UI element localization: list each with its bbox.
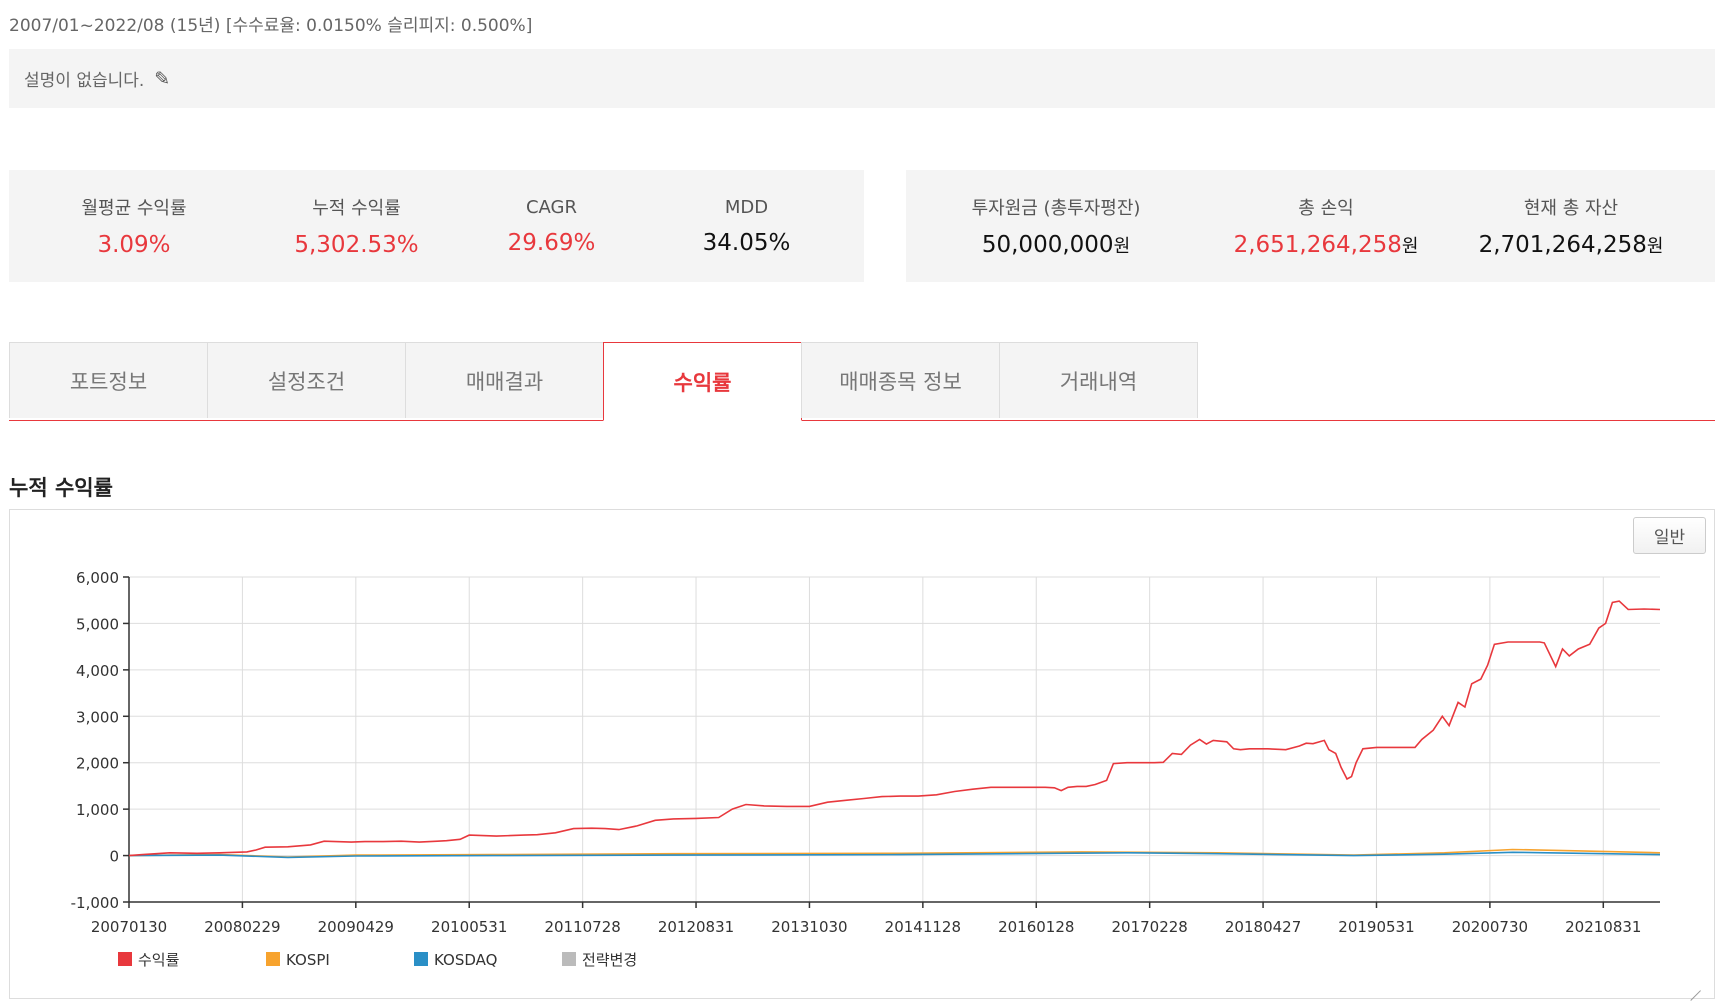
stat-asset-2: 현재 총 자산 2,701,264,258원 bbox=[1446, 194, 1696, 258]
pencil-icon[interactable]: ✎ bbox=[154, 67, 171, 90]
tab-2[interactable]: 매매결과 bbox=[405, 342, 604, 418]
stat-value: 29.69% bbox=[507, 229, 596, 256]
x-tick-label: 20090429 bbox=[318, 918, 394, 936]
series-line-2 bbox=[128, 851, 1661, 859]
y-tick-label: 4,000 bbox=[76, 662, 119, 680]
legend-swatch-3 bbox=[562, 952, 576, 966]
stat-perf-1: 누적 수익률 5,302.53% bbox=[259, 194, 454, 258]
series-line-0 bbox=[128, 600, 1661, 857]
cumulative-return-chart-panel: 일반 -1,000 0 1,000 2,000 3,000 4,000 5,000 6,000… bbox=[9, 509, 1715, 1008]
legend-swatch-0 bbox=[118, 952, 132, 966]
stat-asset-1: 총 손익 2,651,264,258원 bbox=[1206, 194, 1446, 258]
stat-asset-0: 투자원금 (총투자평잔) 50,000,000원 bbox=[906, 194, 1206, 258]
chart-section-title: 누적 수익률 bbox=[9, 476, 113, 500]
x-tick-label: 20210831 bbox=[1565, 918, 1641, 936]
stat-unit: 원 bbox=[1401, 236, 1419, 257]
stat-value: 34.05% bbox=[702, 229, 791, 256]
legend-swatch-1 bbox=[266, 952, 280, 966]
x-tick-label: 20080229 bbox=[204, 918, 280, 936]
chart-mode-button[interactable]: 일반 bbox=[1633, 517, 1706, 554]
backtest-period: 2007/01~2022/08 (15년) [수수료율: 0.0150% 슬리피… bbox=[9, 16, 533, 36]
x-tick-label: 20110728 bbox=[544, 918, 620, 936]
y-tick-label: 2,000 bbox=[76, 755, 119, 773]
stat-label: 월평균 수익률 bbox=[81, 198, 187, 219]
asset-stats: 투자원금 (총투자평잔) 50,000,000원 총 손익 2,651,264,258… bbox=[906, 170, 1715, 282]
stat-label: 현재 총 자산 bbox=[1523, 198, 1619, 219]
y-tick-label: 6,000 bbox=[76, 569, 119, 587]
stat-value: 5,302.53% bbox=[294, 232, 419, 258]
stat-unit: 원 bbox=[1113, 236, 1131, 257]
tab-5[interactable]: 거래내역 bbox=[999, 342, 1198, 418]
x-tick-label: 20170228 bbox=[1111, 918, 1187, 936]
y-tick-label: 5,000 bbox=[76, 615, 119, 633]
x-tick-label: 20190531 bbox=[1338, 918, 1414, 936]
stat-perf-3: MDD 34.05% bbox=[649, 197, 844, 256]
tab-0[interactable]: 포트정보 bbox=[9, 342, 208, 418]
description-box: 설명이 없습니다. ✎ bbox=[9, 49, 1715, 108]
y-tick-label: -1,000 bbox=[71, 894, 119, 912]
x-tick-label: 20160128 bbox=[998, 918, 1074, 936]
tab-3[interactable]: 수익률 bbox=[603, 342, 802, 421]
x-tick-label: 20180427 bbox=[1225, 918, 1301, 936]
x-tick-label: 20141128 bbox=[885, 918, 961, 936]
result-tabs: 포트정보 설정조건 매매결과 수익률 매매종목 정보 거래내역 bbox=[9, 342, 1715, 421]
y-tick-label: 1,000 bbox=[76, 801, 119, 819]
y-tick-label: 0 bbox=[109, 848, 119, 866]
y-tick-label: 3,000 bbox=[76, 708, 119, 726]
stat-value: 3.09% bbox=[97, 232, 171, 258]
x-tick-label: 20100531 bbox=[431, 918, 507, 936]
stat-unit: 원 bbox=[1646, 236, 1664, 257]
x-tick-label: 20120831 bbox=[658, 918, 734, 936]
stat-value: 50,000,000원 bbox=[981, 232, 1131, 258]
stat-label: 투자원금 (총투자평잔) bbox=[971, 198, 1141, 219]
stat-value: 2,651,264,258원 bbox=[1233, 232, 1419, 258]
x-tick-label: 20131030 bbox=[771, 918, 847, 936]
description-text: 설명이 없습니다. bbox=[24, 71, 145, 91]
stat-label: 총 손익 bbox=[1298, 198, 1354, 219]
stat-label: CAGR bbox=[525, 196, 578, 218]
stat-perf-0: 월평균 수익률 3.09% bbox=[9, 194, 259, 258]
tab-1[interactable]: 설정조건 bbox=[207, 342, 406, 418]
legend-label-2: KOSDAQ bbox=[434, 951, 497, 969]
legend-label-1: KOSPI bbox=[286, 951, 330, 969]
stat-perf-2: CAGR 29.69% bbox=[454, 197, 649, 256]
legend-swatch-2 bbox=[414, 952, 428, 966]
stat-label: MDD bbox=[724, 196, 769, 218]
tab-4[interactable]: 매매종목 정보 bbox=[801, 342, 1000, 418]
x-tick-label: 20070130 bbox=[91, 918, 167, 936]
legend-label-0: 수익률 bbox=[138, 951, 180, 969]
legend-label-3: 전략변경 bbox=[582, 951, 637, 969]
stat-value: 2,701,264,258원 bbox=[1478, 232, 1664, 258]
cumulative-return-chart: -1,000 0 1,000 2,000 3,000 4,000 5,000 6,000 200… bbox=[71, 569, 1661, 969]
performance-stats: 월평균 수익률 3.09% 누적 수익률 5,302.53% CAGR 29.69% MDD… bbox=[9, 170, 864, 282]
stat-label: 누적 수익률 bbox=[312, 198, 401, 219]
x-tick-label: 20200730 bbox=[1452, 918, 1528, 936]
